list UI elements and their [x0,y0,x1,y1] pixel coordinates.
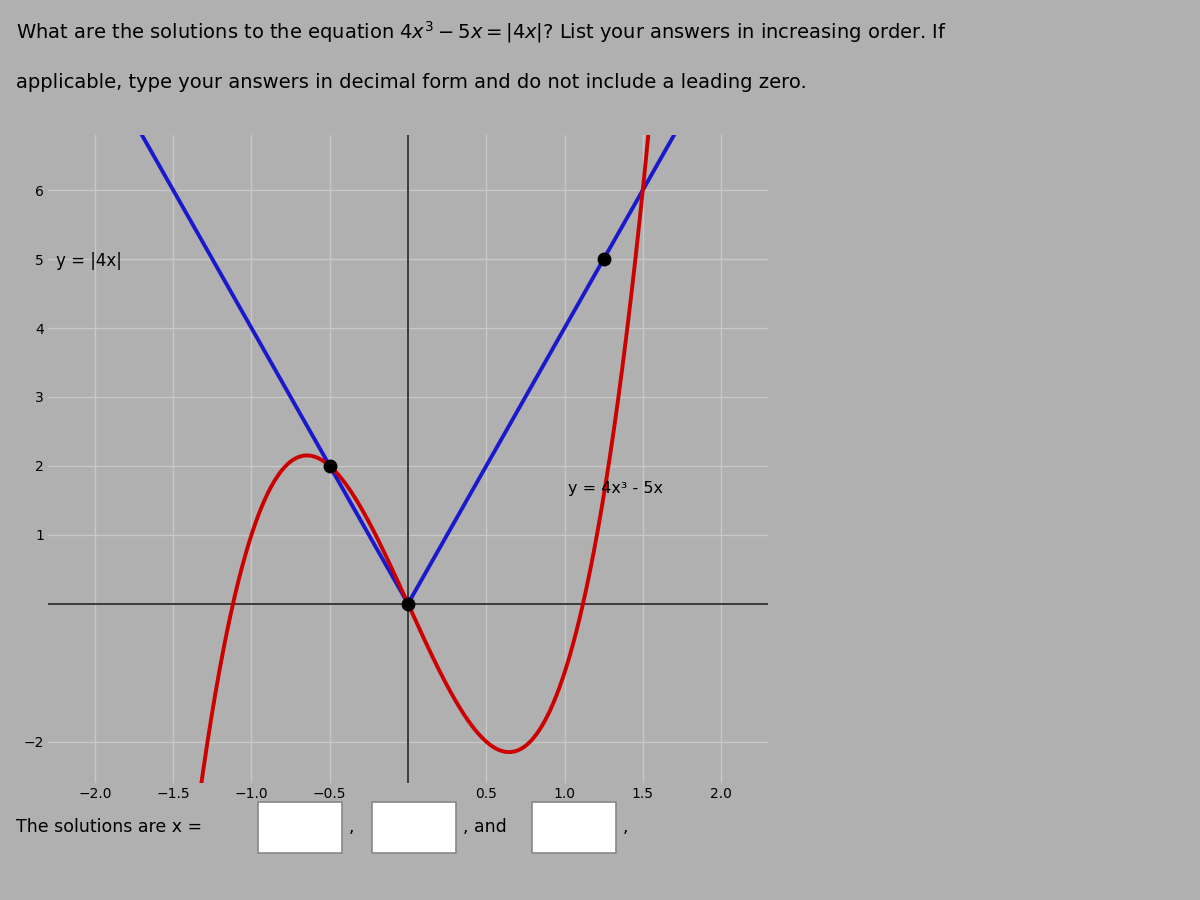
Text: The solutions are x =: The solutions are x = [16,818,202,836]
Text: applicable, type your answers in decimal form and do not include a leading zero.: applicable, type your answers in decimal… [16,74,806,93]
Text: y = 4x³ - 5x: y = 4x³ - 5x [568,482,662,497]
Bar [258,802,342,853]
Text: ,: , [623,818,629,836]
Text: ,: , [349,818,355,836]
Bar [532,802,616,853]
Text: y = |4x|: y = |4x| [56,252,121,270]
Bar [372,802,456,853]
Text: What are the solutions to the equation $4x^3 - 5x = |4x|$? List your answers in : What are the solutions to the equation $… [16,20,947,45]
Text: , and: , and [463,818,506,836]
